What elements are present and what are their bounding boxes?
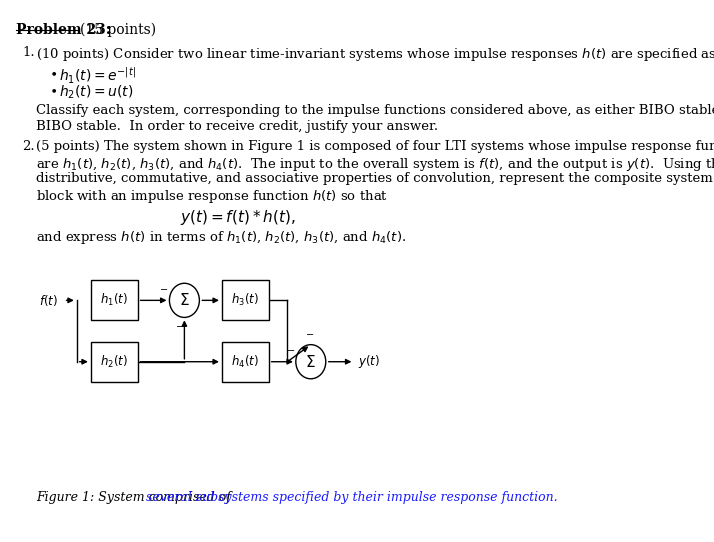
FancyBboxPatch shape [222,341,268,382]
Circle shape [296,345,326,379]
Text: $h_1(t)$: $h_1(t)$ [100,292,128,308]
Text: $\Sigma$: $\Sigma$ [306,354,316,370]
Text: Problem 23:: Problem 23: [16,23,111,37]
Text: −: − [176,322,184,332]
Text: $\bullet$: $\bullet$ [49,66,56,79]
Text: are $h_1(t)$, $h_2(t)$, $h_3(t)$, and $h_4(t)$.  The input to the overall system: are $h_1(t)$, $h_2(t)$, $h_3(t)$, and $h… [36,156,714,173]
Text: $y(t) = f(t) * h(t),$: $y(t) = f(t) * h(t),$ [181,208,296,227]
Text: distributive, commutative, and associative properties of convolution, represent : distributive, commutative, and associati… [36,172,714,185]
Text: and express $h(t)$ in terms of $h_1(t)$, $h_2(t)$, $h_3(t)$, and $h_4(t)$.: and express $h(t)$ in terms of $h_1(t)$,… [36,229,406,247]
Text: block with an impulse response function $h(t)$ so that: block with an impulse response function … [36,188,388,205]
Text: $y(t)$: $y(t)$ [358,353,380,370]
Text: 2.: 2. [22,140,34,153]
Text: −: − [306,331,314,340]
Text: Classify each system, corresponding to the impulse functions considered above, a: Classify each system, corresponding to t… [36,104,714,117]
Text: $h_3(t)$: $h_3(t)$ [231,292,259,308]
FancyBboxPatch shape [91,280,138,320]
Text: BIBO stable.  In order to receive credit, justify your answer.: BIBO stable. In order to receive credit,… [36,120,438,133]
Text: (15 points): (15 points) [80,23,156,37]
Text: Figure 1: System comprised of: Figure 1: System comprised of [36,491,235,504]
FancyBboxPatch shape [91,341,138,382]
Text: $h_2(t)$: $h_2(t)$ [100,354,128,370]
Text: (10 points) Consider two linear time-invariant systems whose impulse responses $: (10 points) Consider two linear time-inv… [36,46,714,63]
Text: 1.: 1. [22,46,34,59]
Circle shape [169,283,199,318]
FancyBboxPatch shape [222,280,268,320]
Text: $h_2(t) = u(t)$: $h_2(t) = u(t)$ [59,83,134,101]
Text: $h_4(t)$: $h_4(t)$ [231,354,259,370]
Text: several subsystems specified by their impulse response function.: several subsystems specified by their im… [146,491,557,504]
Text: $\Sigma$: $\Sigma$ [179,292,190,308]
Text: −: − [287,346,295,357]
Text: $\bullet$: $\bullet$ [49,83,56,96]
Text: $f(t)$: $f(t)$ [39,293,59,308]
Text: −: − [161,285,169,295]
Text: $h_1(t) = e^{-|t|}$: $h_1(t) = e^{-|t|}$ [59,66,136,86]
Text: (5 points) The system shown in Figure 1 is composed of four LTI systems whose im: (5 points) The system shown in Figure 1 … [36,140,714,153]
